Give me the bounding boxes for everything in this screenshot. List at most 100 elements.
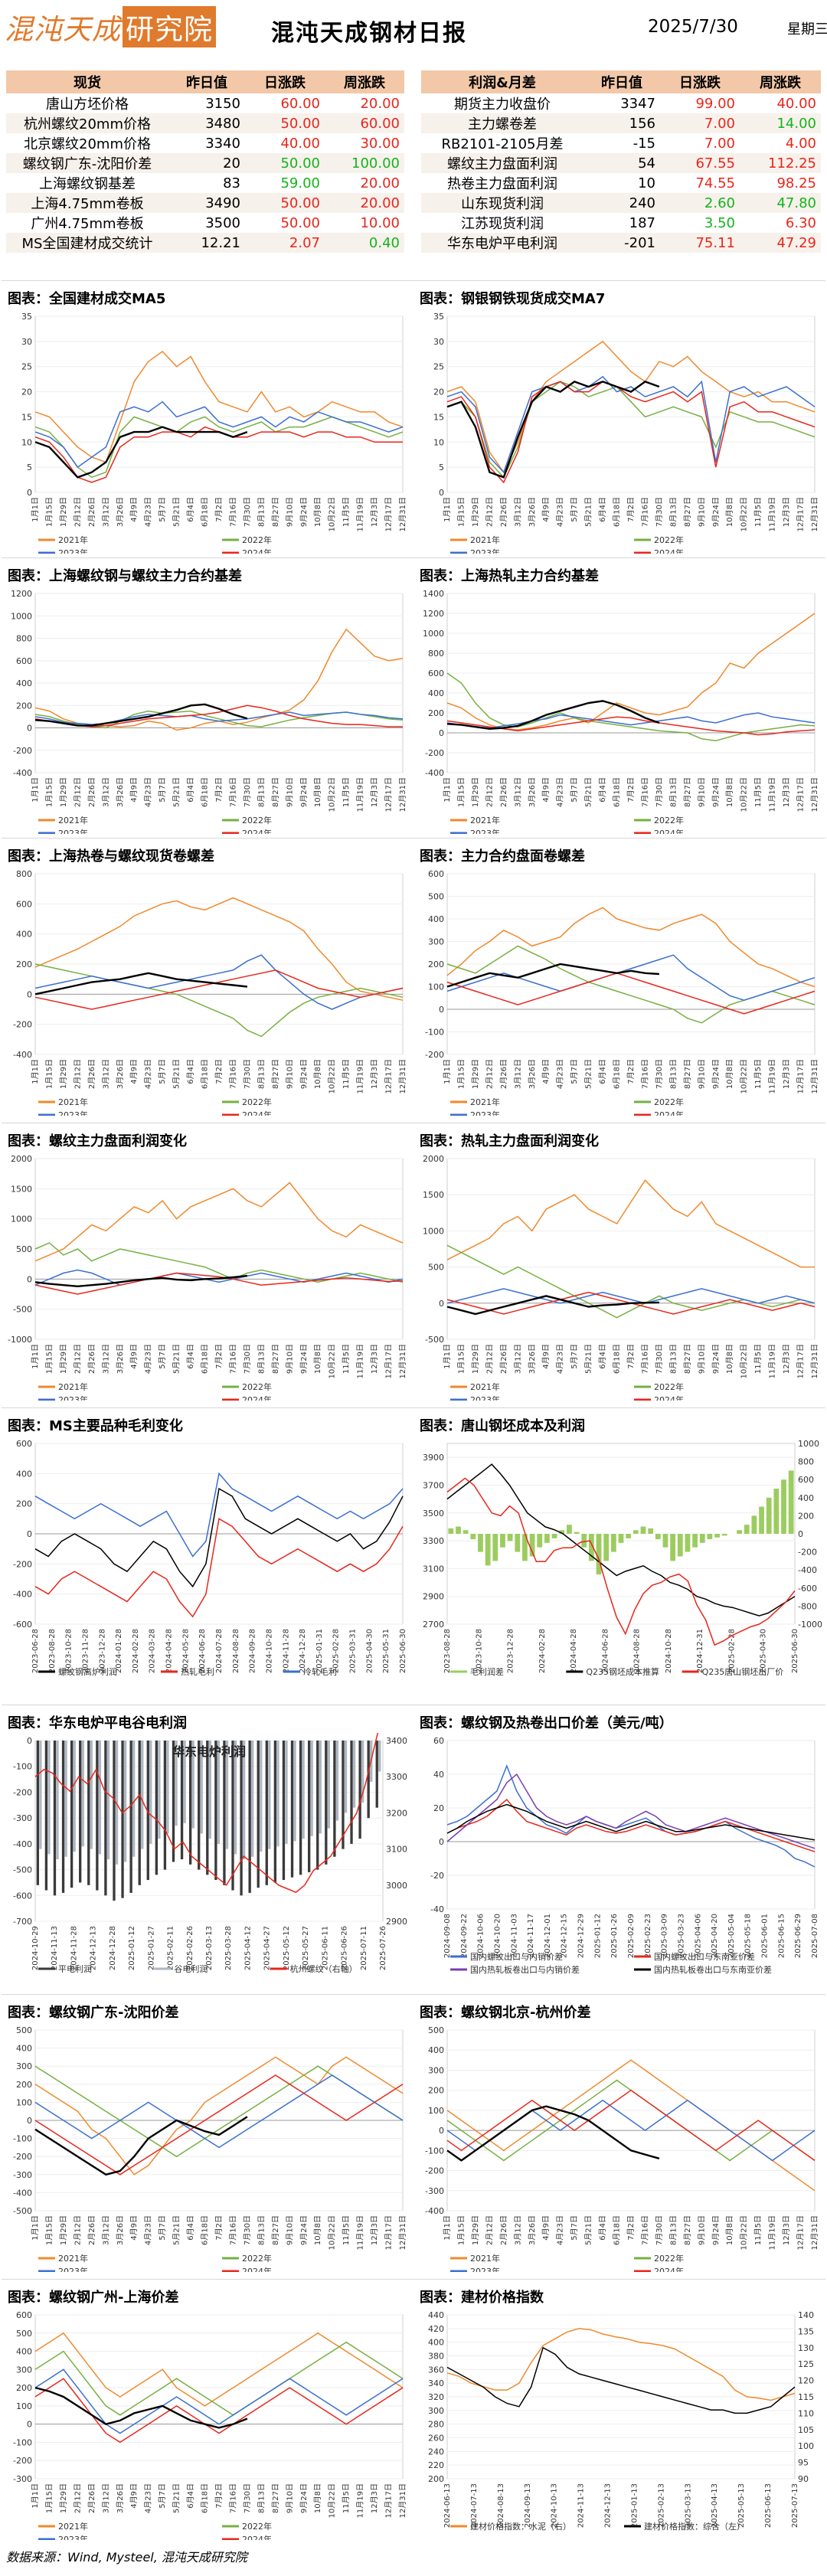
profit-bar xyxy=(677,1534,683,1557)
y-tick-label: 400 xyxy=(428,688,444,698)
flat-profit-bar xyxy=(104,1741,107,1896)
y2-tick-label: 3200 xyxy=(386,1808,407,1818)
legend-label: 2022年 xyxy=(654,2253,684,2264)
legend-label: Q235钢坯成本推算 xyxy=(586,1666,659,1677)
profit-bar xyxy=(551,1534,557,1538)
y-tick-label: -700 xyxy=(13,1917,32,1927)
y-tick-label: -300 xyxy=(425,2186,444,2196)
flat-profit-bar xyxy=(79,1741,82,1883)
chart-panel: 图表：螺纹钢广州-上海价差 -300 -200 -100 0 100 200 300 400 50… xyxy=(2,2279,414,2543)
y-tick-label: 2000 xyxy=(11,1154,32,1164)
x-tick-label: 2月12日 xyxy=(73,1059,82,1089)
table-row: RB2101-2105月差 -15 7.00 4.00 xyxy=(421,133,821,153)
report-title: 混沌天成钢材日报 xyxy=(271,20,467,47)
x-tick-label: 2025-07-08 xyxy=(811,1914,819,1958)
row-day-change: 2.07 xyxy=(245,233,325,253)
y2-tick-label: 125 xyxy=(798,2359,814,2369)
y2-tick-label: 105 xyxy=(798,2425,814,2435)
y-tick-label: 0 xyxy=(27,2116,32,2126)
y-tick-label: 400 xyxy=(16,678,32,688)
y-tick-label: 0 xyxy=(27,989,32,999)
series-line xyxy=(34,2386,248,2429)
series-line xyxy=(446,907,816,988)
x-tick-label: 3月26日 xyxy=(116,497,125,527)
y-tick-label: 500 xyxy=(16,1244,32,1254)
valley-profit-bar xyxy=(310,1741,313,1836)
y-tick-label: 280 xyxy=(428,2420,444,2430)
chart-title: 图表：建材价格指数 xyxy=(420,2290,544,2306)
x-tick-label: 10月22日 xyxy=(328,2215,337,2250)
x-tick-label: 11月19日 xyxy=(356,497,365,531)
y-tick-label: -200 xyxy=(425,748,444,758)
legend-label: 2021年 xyxy=(58,534,88,545)
x-tick-label: 2月26日 xyxy=(499,2215,508,2245)
x-tick-label: 2025-02-13 xyxy=(657,2483,665,2528)
x-tick-label: 10月8日 xyxy=(313,1059,322,1089)
x-tick-label: 9月10日 xyxy=(697,497,706,527)
chart-title: 图表：螺纹钢北京-杭州价差 xyxy=(420,2005,591,2021)
x-tick-label: 2023-08-28 xyxy=(443,1629,452,1673)
profit-bar xyxy=(515,1534,521,1552)
x-tick-label: 1月1日 xyxy=(31,497,40,522)
x-tick-label: 2024-07-28 xyxy=(215,1629,224,1673)
row-value: -201 xyxy=(583,233,660,253)
x-tick-label: 1月1日 xyxy=(31,2215,40,2241)
profit-bar xyxy=(544,1534,550,1543)
legend-label: 2024年 xyxy=(654,548,684,554)
y-tick-label: 0 xyxy=(439,488,444,498)
legend-label: 2022年 xyxy=(654,1381,684,1392)
row-value: 20 xyxy=(168,153,245,173)
legend-label: 2023年 xyxy=(58,548,88,554)
x-tick-label: 5月21日 xyxy=(172,497,181,527)
chart-svg: -600 -400 -200 0 200 400 600 2023-06-28 2023-08-… xyxy=(13,1439,407,1677)
x-tick-label: 7月2日 xyxy=(214,1344,224,1369)
chart-title: 图表：唐山钢坯成本及利润 xyxy=(420,1418,585,1434)
y-tick-label: -100 xyxy=(425,1028,444,1038)
x-tick-label: 10月8日 xyxy=(725,2215,734,2245)
row-day-change: 7.00 xyxy=(660,113,740,133)
x-tick-label: 2024-06-28 xyxy=(601,1629,610,1673)
y-tick-label: 320 xyxy=(428,2392,444,2402)
x-tick-label: 1月29日 xyxy=(471,1059,480,1089)
x-tick-label: 5月21日 xyxy=(172,1059,181,1089)
valley-profit-bar xyxy=(47,1741,51,1855)
x-tick-label: 4月23日 xyxy=(556,777,565,807)
x-tick-label: 1月15日 xyxy=(44,2215,54,2245)
x-tick-label: 3月26日 xyxy=(116,1059,125,1089)
x-tick-label: 2025-03-13 xyxy=(684,2483,692,2528)
x-tick-label: 8月13日 xyxy=(668,497,678,527)
x-tick-label: 4月23日 xyxy=(556,2215,565,2245)
x-tick-label: 11月19日 xyxy=(768,2215,777,2250)
y-tick-label: 800 xyxy=(16,634,32,644)
row-day-change: 60.00 xyxy=(280,95,320,112)
x-tick-label: 12月31日 xyxy=(398,2215,407,2250)
flat-profit-bar xyxy=(240,1741,243,1896)
y-tick-label: 1000 xyxy=(11,1214,32,1224)
x-tick-label: 7月30日 xyxy=(655,497,664,527)
flat-profit-bar xyxy=(375,1741,378,1808)
x-tick-label: 5月7日 xyxy=(158,1344,167,1369)
x-tick-label: 8月13日 xyxy=(257,1344,266,1374)
profit-bar xyxy=(685,1534,691,1552)
y-tick-label: 0 xyxy=(439,1299,444,1309)
y-tick-label: 1200 xyxy=(423,609,444,619)
profit-bar xyxy=(781,1479,786,1534)
plot-area xyxy=(446,1158,816,1340)
row-value: 83 xyxy=(223,175,240,191)
chart-title: 图表：钢银钢铁现货成交MA7 xyxy=(420,291,606,307)
x-tick-label: 2月12日 xyxy=(73,497,82,527)
x-tick-label: 9月10日 xyxy=(285,2215,294,2245)
x-tick-label: 6月4日 xyxy=(186,1344,195,1369)
chart-svg: -400 -200 0 200 400 600 800 1000 1200 1月1日 1月15日 1月… xyxy=(11,589,407,834)
table-row: MS全国建材成交统计 12.21 2.07 0.40 xyxy=(6,233,404,253)
y-tick-label: 600 xyxy=(16,2310,32,2320)
x-tick-label: 5月21日 xyxy=(584,1344,593,1374)
x-tick-label: 1月29日 xyxy=(59,1059,68,1089)
x-tick-label: 12月3日 xyxy=(782,777,791,807)
x-tick-label: 5月7日 xyxy=(570,1344,579,1369)
x-tick-label: 9月24日 xyxy=(711,2215,721,2245)
x-tick-label: 6月4日 xyxy=(186,777,195,803)
x-tick-label: 8月13日 xyxy=(668,777,678,807)
y-tick-label: 100 xyxy=(16,2401,32,2411)
y-tick-label: 240 xyxy=(428,2447,444,2457)
